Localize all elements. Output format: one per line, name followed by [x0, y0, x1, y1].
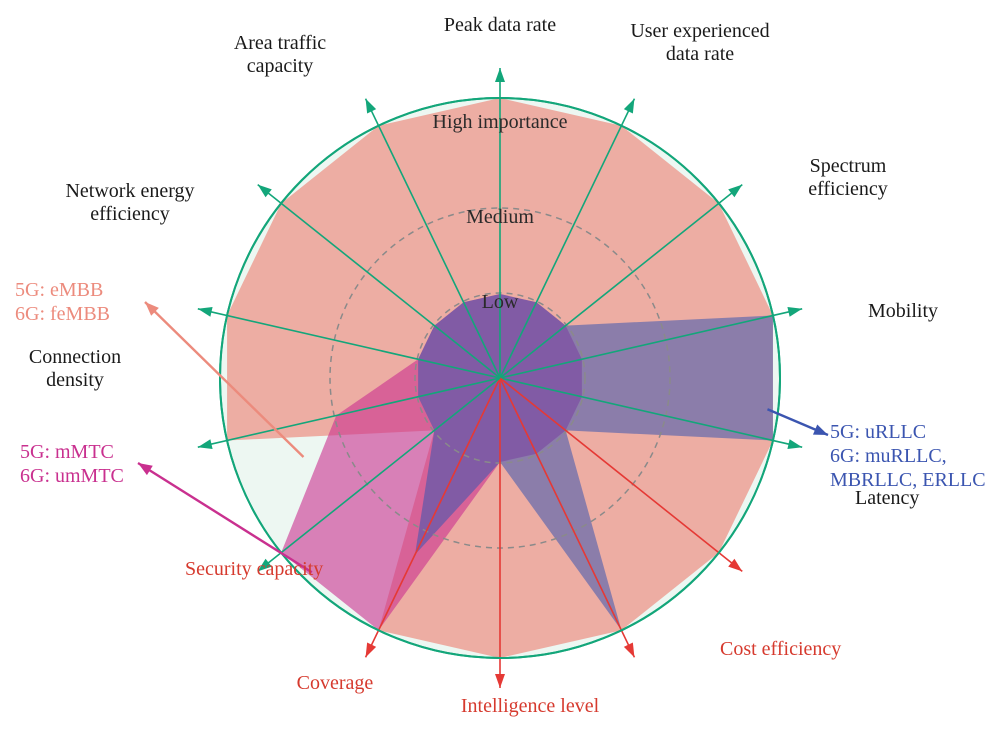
legend-umMTC-line: 5G: mMTC — [20, 440, 124, 464]
legend-umMTC: 5G: mMTC6G: umMTC — [20, 440, 124, 488]
axis-label-spectrum_eff: Spectrumefficiency — [808, 155, 888, 201]
legend-muRLLC-line: 6G: muRLLC, — [830, 444, 986, 468]
legend-feMBB-line: 5G: eMBB — [15, 278, 110, 302]
legend-muRLLC-line: MBRLLC, ERLLC — [830, 468, 986, 492]
axis-label-cost_eff: Cost efficiency — [720, 638, 841, 661]
legend-umMTC-line: 6G: umMTC — [20, 464, 124, 488]
axis-label-peak_data_rate: Peak data rate — [444, 14, 556, 37]
axis-label-coverage: Coverage — [297, 672, 374, 695]
legend-feMBB-line: 6G: feMBB — [15, 302, 110, 326]
axis-label-area_traffic: Area trafficcapacity — [234, 32, 326, 78]
legend-feMBB: 5G: eMBB6G: feMBB — [15, 278, 110, 326]
axis-label-conn_density: Connectiondensity — [29, 346, 121, 392]
level-label-low: Low — [482, 291, 519, 314]
level-label-high: High importance — [433, 111, 568, 134]
legend-muRLLC-line: 5G: uRLLC — [830, 420, 986, 444]
axis-label-user_exp_data_rate: User experienceddata rate — [630, 20, 769, 66]
axis-label-intel_level: Intelligence level — [461, 695, 599, 718]
axis-label-security_cap: Security capacity — [185, 558, 323, 581]
level-label-medium: Medium — [466, 206, 534, 229]
radar-chart: High importance Medium Low Peak data rate Us… — [0, 0, 1000, 730]
axis-label-net_energy_eff: Network energyefficiency — [65, 180, 194, 226]
legend-muRLLC: 5G: uRLLC6G: muRLLC,MBRLLC, ERLLC — [830, 420, 986, 492]
axis-label-mobility: Mobility — [868, 300, 938, 323]
radar-svg — [0, 0, 1000, 730]
